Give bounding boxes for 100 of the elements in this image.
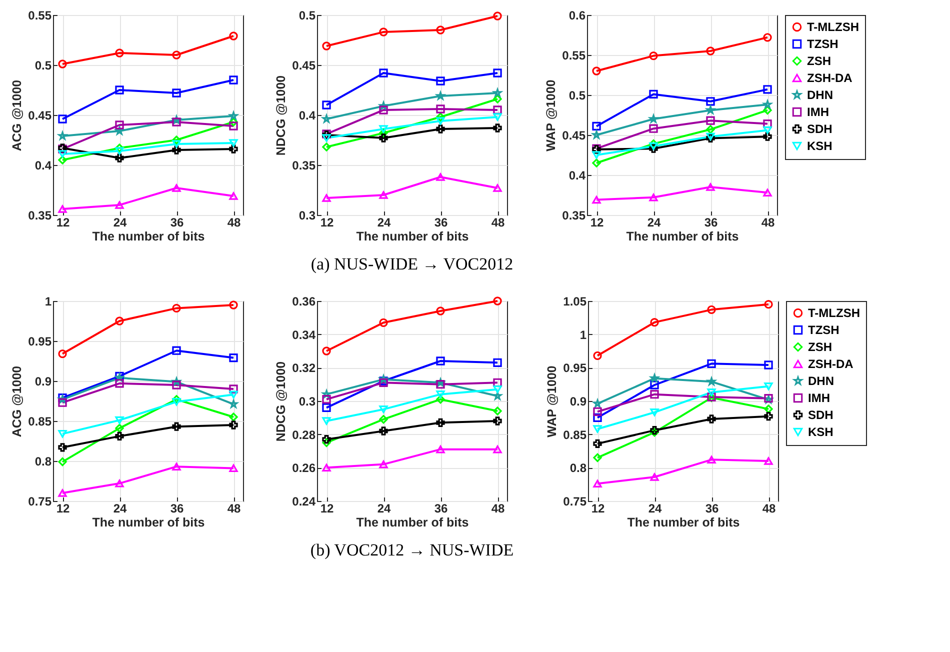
y-axis-title: ACG @1000 [10,80,24,152]
x-tick-label: 12 [56,502,70,516]
point [379,134,388,142]
point [650,473,659,481]
point [493,106,502,114]
point [229,420,238,430]
legend-label: SDH [807,122,832,136]
point [436,173,445,181]
point [493,416,502,426]
point [706,116,715,125]
y-tick-label: 0.35 [562,208,586,222]
y-tick-label: 0.4 [568,168,586,182]
point [115,316,124,326]
legend-label: ZSH-DA [807,71,853,85]
y-tick-label: 0.36 [292,294,316,308]
point [379,405,388,414]
x-tick-label: 36 [170,502,184,516]
legend-label: DHN [808,374,834,388]
point [706,183,715,191]
x-tick-label: 12 [591,502,605,516]
point [115,424,124,433]
y-tick-label: 0.9 [34,374,52,388]
point [322,438,331,448]
legend-label: DHN [807,88,833,102]
y-tick-label: 0.55 [28,8,52,22]
y-tick-label: 0.95 [28,334,52,348]
point [493,113,502,121]
point [436,26,445,34]
point [763,132,772,141]
y-tick-label: 0.8 [570,461,587,476]
point [592,196,601,204]
point [58,156,67,164]
point [764,360,773,370]
y-axis-title: NDCG @1000 [274,75,288,156]
point [322,394,331,404]
x-axis-title: The number of bits [356,230,469,244]
point [172,88,181,98]
legend-label: IMH [807,105,829,119]
point [229,118,238,126]
point [436,76,445,86]
y-tick-label: 0.5 [34,58,52,72]
y-tick-label: 0.35 [28,208,52,222]
point [172,118,181,126]
point [379,128,388,138]
x-tick-label: 24 [648,502,662,516]
point [115,480,124,488]
point [493,94,502,104]
point [593,407,602,416]
point [58,489,67,497]
point [58,205,67,213]
point [322,142,331,152]
point [322,134,331,142]
point [172,462,181,470]
point [172,304,181,313]
point [229,122,238,130]
point [764,404,773,414]
x-tick-label: 24 [377,216,391,230]
y-tick-label: 0.45 [292,58,316,72]
point [115,86,124,94]
x-tick-label: 12 [56,216,70,230]
y-tick-label: 0.6 [568,8,586,22]
point [593,439,602,448]
legend-label: T-MLZSH [807,20,859,34]
x-tick-label: 12 [320,216,334,230]
point [229,353,238,362]
point [436,445,445,454]
text: (a) NUS-WIDE → VOC2012 [310,254,514,274]
x-tick-label: 12 [590,216,604,230]
y-tick-label: 0.85 [28,414,52,428]
point [436,418,445,428]
point [649,124,658,133]
y-tick-label: 1 [580,328,587,342]
point [229,192,238,200]
x-tick-label: 48 [491,502,505,516]
point [115,379,124,388]
point [436,104,445,114]
x-tick-label: 24 [647,216,661,230]
x-tick-label: 48 [227,216,241,230]
point [764,412,773,421]
x-tick-label: 48 [491,216,505,230]
point [493,68,502,78]
y-tick-label: 0.26 [292,461,316,476]
point [58,457,67,466]
point [379,106,388,114]
point [115,144,124,152]
y-tick-label: 0.8 [34,454,52,468]
point [493,406,502,416]
y-tick-label: 0.55 [562,48,586,62]
point [436,124,445,134]
point [436,394,445,404]
y-axis-title: WAP @1000 [544,80,558,152]
point [707,388,716,396]
x-tick-label: 48 [761,216,775,230]
point [706,97,715,106]
point [493,445,502,454]
y-tick-label: 0.4 [34,158,52,172]
x-axis-title: The number of bits [92,230,205,244]
y-tick-label: 0.5 [568,88,586,102]
legend-label: ZSH-DA [808,357,854,371]
point [322,464,331,472]
